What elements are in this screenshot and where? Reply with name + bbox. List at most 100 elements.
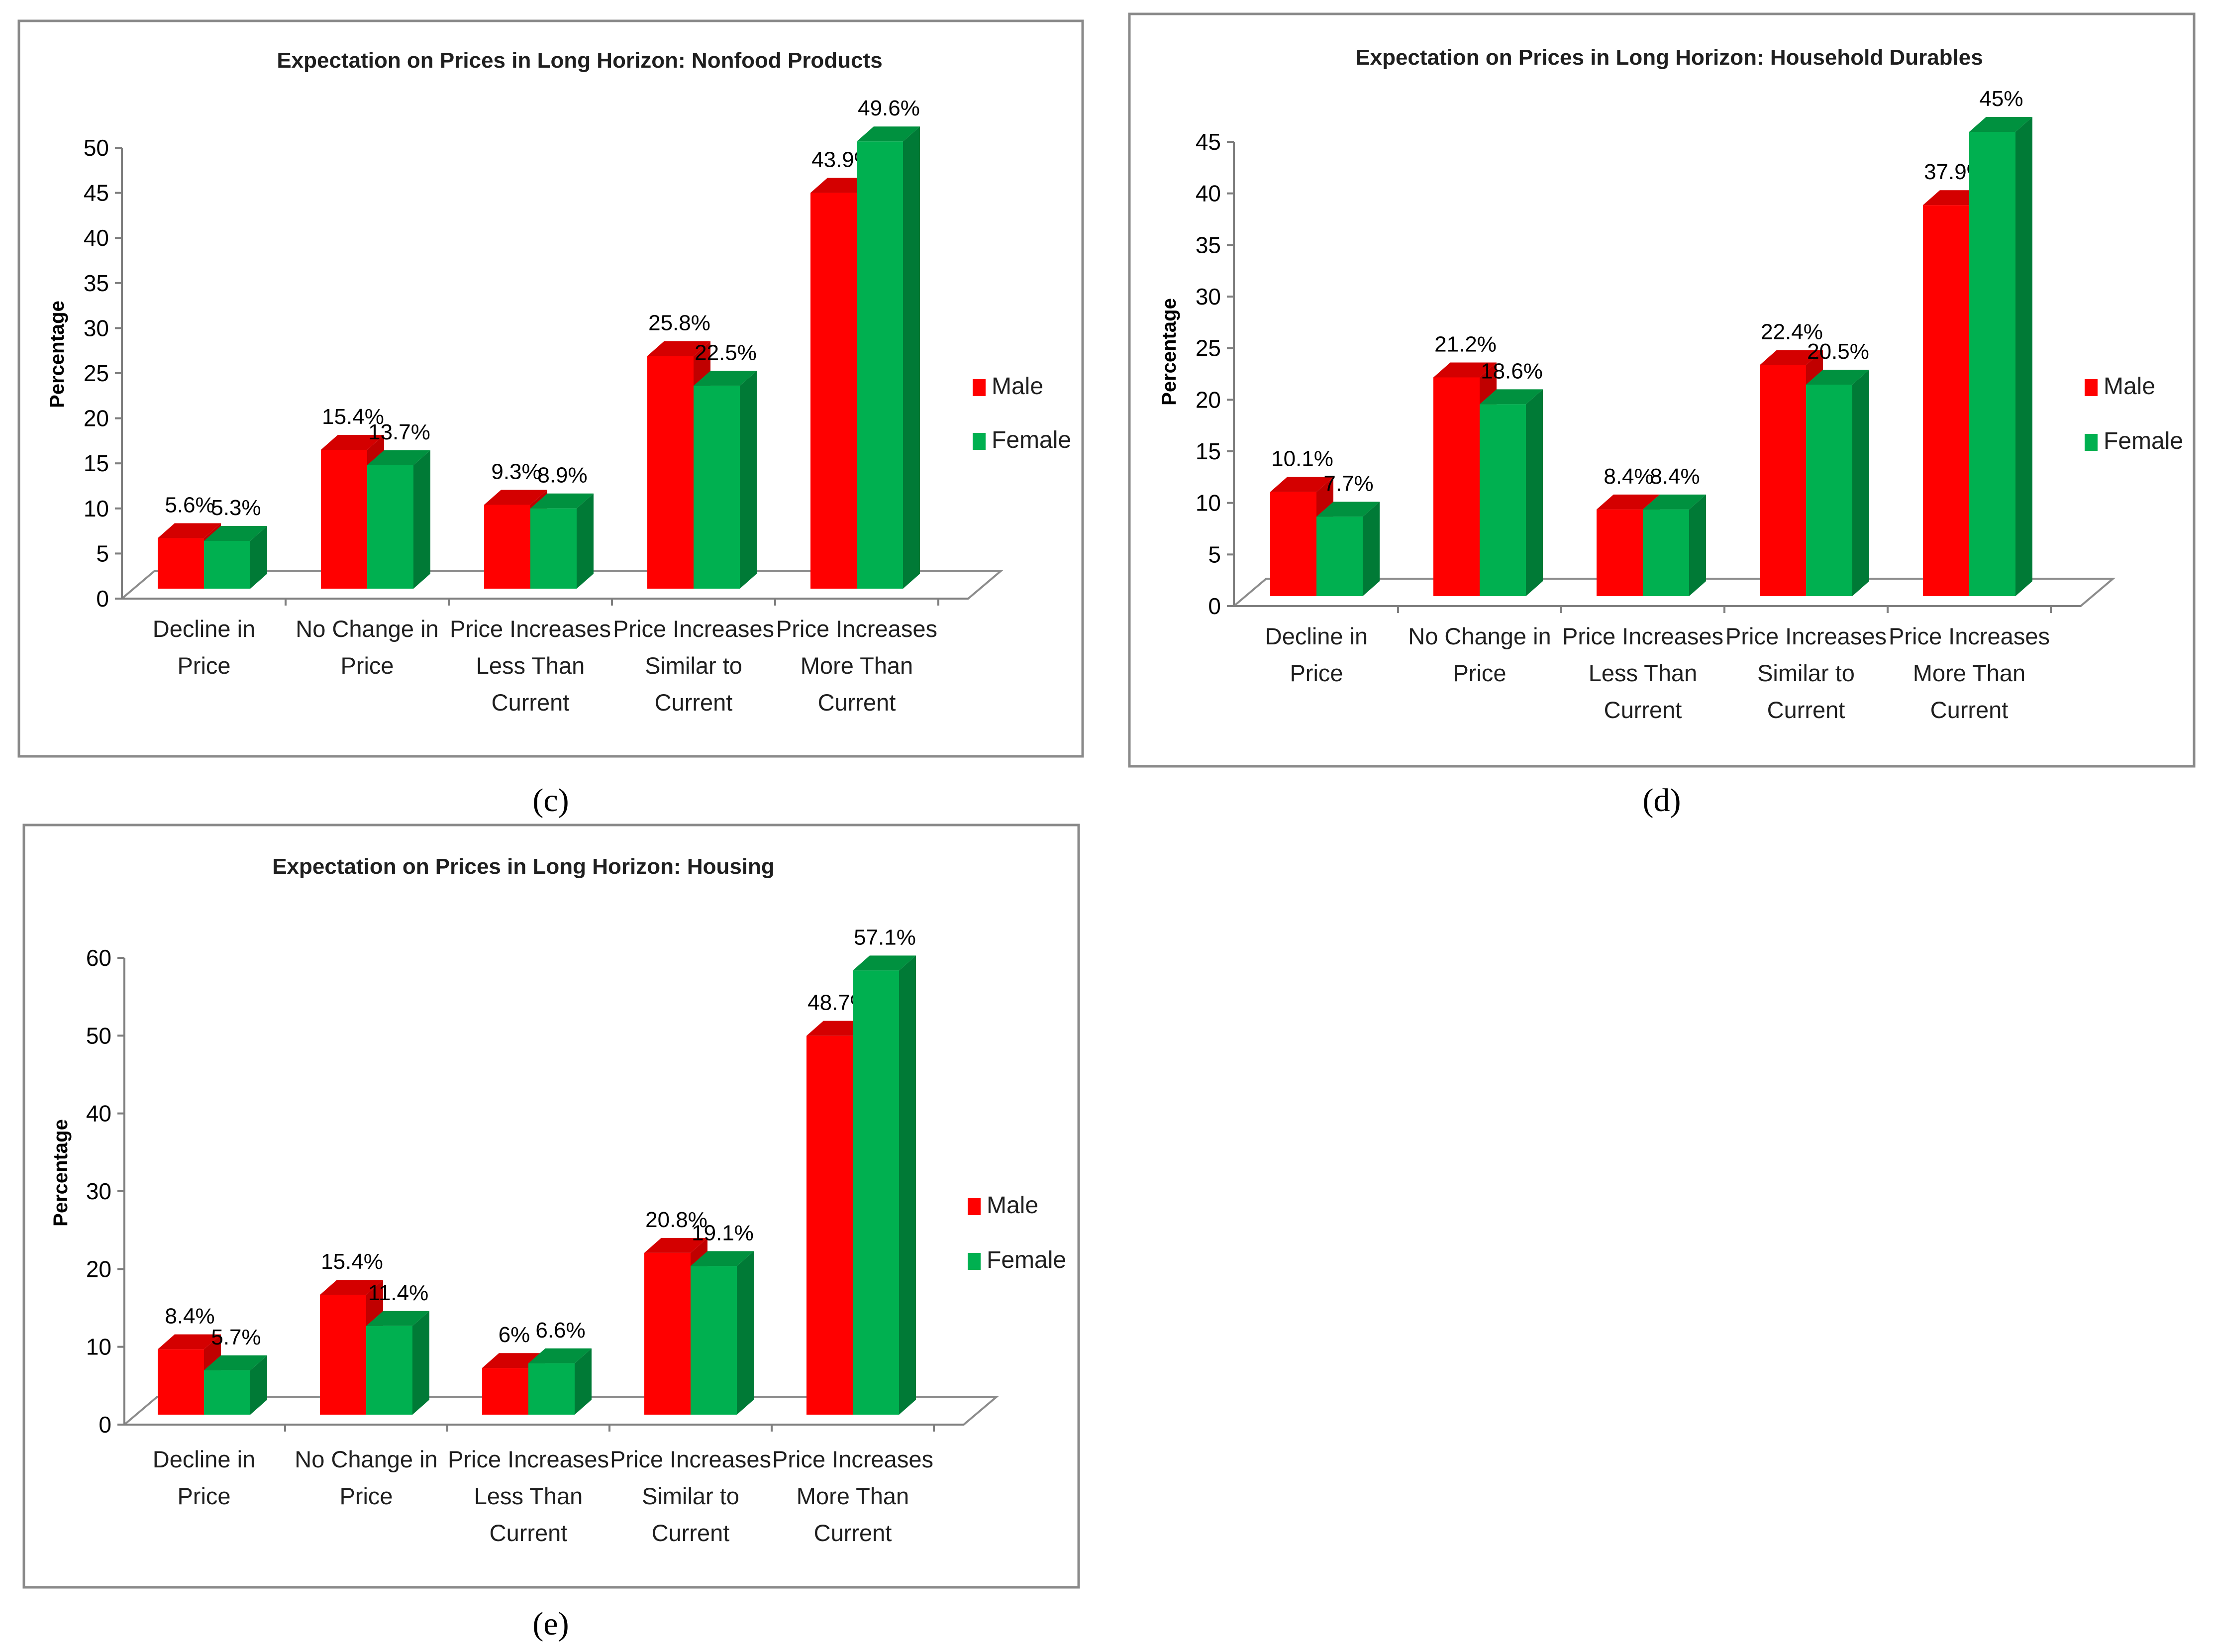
data-label-d-female-4: 45%	[1979, 87, 2023, 111]
x-tick-label-c: Price Increases Less Than Current	[450, 616, 611, 716]
x-tick-label-e: Price Increases Similar to Current	[610, 1446, 771, 1546]
x-tick-label-c: Decline in Price	[153, 616, 255, 679]
bar-front-e-male-1	[320, 1295, 366, 1415]
x-tick-label-d: Price Increases Less Than Current	[1562, 623, 1723, 723]
bar-top-c-female-2	[530, 493, 594, 509]
bar-top-d-female-0	[1316, 502, 1380, 517]
legend-item-c-female: Female	[973, 427, 1071, 453]
bar-front-c-female-2	[530, 508, 577, 589]
y-axis-label-e: Percentage	[50, 1119, 72, 1227]
y-tick-label-c: 30	[84, 315, 109, 341]
bar-top-c-male-2	[484, 490, 547, 505]
data-label-c-female-2: 8.9%	[537, 463, 587, 488]
bar-side-d-female-0	[1363, 502, 1380, 596]
bar-side-e-female-4	[899, 955, 916, 1415]
bar-top-c-female-3	[694, 371, 757, 386]
legend-swatch-c-female	[973, 433, 986, 450]
chart-frame-c	[17, 19, 1084, 758]
bar-side-e-female-2	[575, 1348, 592, 1415]
y-axis-label-c: Percentage	[46, 301, 68, 408]
y-tick-label-c: 15	[84, 450, 109, 476]
bar-front-e-female-2	[528, 1363, 575, 1415]
y-tick-label-c: 40	[84, 225, 109, 251]
data-label-e-male-0: 8.4%	[165, 1304, 214, 1329]
data-label-d-female-1: 18.6%	[1481, 359, 1543, 383]
plot-area-c: Expectation on Prices in Long Horizon: N…	[46, 48, 1071, 716]
data-label-c-female-0: 5.3%	[211, 496, 261, 520]
bar-front-d-female-3	[1806, 384, 1852, 596]
bar-front-d-female-2	[1643, 509, 1689, 596]
legend-swatch-d-male	[2085, 379, 2098, 396]
y-tick-label-e: 60	[86, 945, 111, 971]
y-tick-label-c: 20	[84, 406, 109, 431]
legend-item-c-male: Male	[973, 373, 1043, 400]
legend-swatch-e-female	[968, 1253, 981, 1270]
legend-label-c-male: Male	[992, 373, 1043, 400]
x-tick-label-e: Price Increases More Than Current	[772, 1446, 933, 1546]
bar-front-c-male-1	[321, 449, 367, 589]
bar-front-e-male-2	[482, 1368, 528, 1415]
bar-d-female-4	[1969, 117, 2032, 596]
data-label-e-female-4: 57.1%	[854, 925, 916, 949]
plot-area-e: Expectation on Prices in Long Horizon: H…	[50, 854, 1066, 1546]
data-label-c-female-4: 49.6%	[858, 96, 920, 120]
bar-top-e-male-1	[320, 1280, 383, 1295]
y-tick-label-e: 40	[86, 1101, 111, 1127]
data-label-e-male-3: 20.8%	[645, 1208, 707, 1232]
legend-item-d-female: Female	[2085, 428, 2183, 454]
bar-top-e-male-3	[644, 1238, 707, 1253]
bar-front-e-male-4	[806, 1035, 853, 1415]
bar-front-c-female-0	[204, 540, 250, 589]
legend-label-e-female: Female	[987, 1247, 1066, 1273]
data-label-d-male-0: 10.1%	[1271, 447, 1333, 471]
data-label-d-male-1: 21.2%	[1434, 332, 1497, 356]
x-tick-label-d: No Change in Price	[1408, 623, 1551, 686]
x-tick-label-e: Decline in Price	[153, 1446, 255, 1509]
bar-front-d-male-3	[1760, 365, 1806, 596]
x-tick-label-c: Price Increases More Than Current	[776, 616, 937, 716]
bar-d-female-0	[1316, 502, 1380, 596]
bar-front-c-female-4	[857, 141, 903, 589]
bar-front-d-male-2	[1597, 509, 1643, 596]
y-tick-label-d: 30	[1196, 284, 1221, 310]
bar-front-c-male-4	[810, 193, 857, 589]
bar-top-e-female-3	[691, 1251, 754, 1266]
caption-c: (c)	[532, 782, 569, 819]
x-tick-label-e: No Change in Price	[295, 1446, 437, 1509]
bar-side-e-female-0	[250, 1355, 267, 1415]
y-tick-label-d: 0	[1208, 593, 1221, 619]
x-tick-label-c: No Change in Price	[296, 616, 438, 679]
chart-title-e: Expectation on Prices in Long Horizon: H…	[272, 854, 775, 879]
bar-d-female-1	[1480, 389, 1543, 596]
data-label-d-male-2: 8.4%	[1604, 464, 1653, 489]
legend-item-e-female: Female	[968, 1247, 1066, 1273]
data-label-c-male-3: 25.8%	[648, 311, 710, 335]
y-tick-label-c: 10	[84, 496, 109, 521]
data-label-c-male-0: 5.6%	[165, 493, 214, 517]
data-label-d-female-2: 8.4%	[1650, 464, 1700, 489]
bar-side-d-female-2	[1689, 494, 1706, 596]
x-tick-label-e: Price Increases Less Than Current	[448, 1446, 609, 1546]
y-tick-label-c: 5	[96, 540, 109, 566]
legend-item-d-male: Male	[2085, 373, 2155, 400]
chart-panel-e: Expectation on Prices in Long Horizon: H…	[22, 824, 1080, 1589]
data-label-d-female-0: 7.7%	[1323, 471, 1373, 496]
y-tick-label-c: 45	[84, 180, 109, 206]
legend-label-e-male: Male	[987, 1192, 1038, 1219]
data-label-e-male-2: 6%	[499, 1323, 530, 1347]
y-tick-label-e: 30	[86, 1178, 111, 1204]
bar-d-female-2	[1643, 494, 1706, 596]
bar-side-c-female-3	[740, 371, 757, 589]
bar-d-female-3	[1806, 369, 1869, 596]
bar-front-e-female-3	[691, 1266, 737, 1415]
legend-swatch-e-male	[968, 1198, 981, 1215]
bar-e-female-4	[853, 955, 916, 1415]
bar-front-d-female-4	[1969, 132, 2015, 596]
y-tick-label-d: 10	[1196, 490, 1221, 516]
bar-c-female-4	[857, 126, 920, 589]
data-label-c-female-1: 13.7%	[368, 420, 430, 444]
data-label-e-female-0: 5.7%	[211, 1325, 261, 1349]
bar-top-d-female-1	[1480, 389, 1543, 405]
bar-top-c-male-1	[321, 434, 384, 450]
